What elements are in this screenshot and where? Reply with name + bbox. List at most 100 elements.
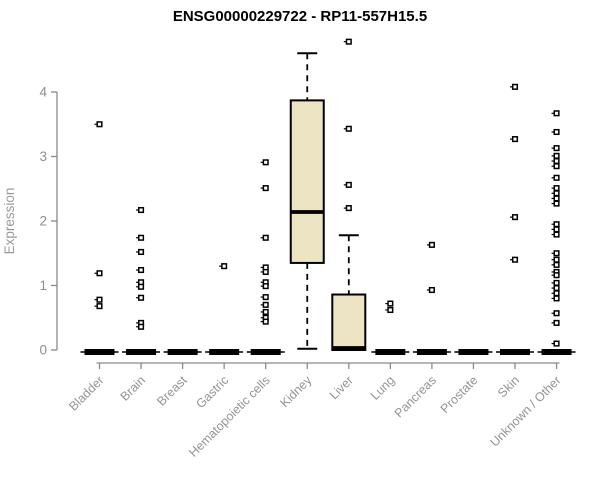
outlier-point — [262, 308, 269, 315]
outlier-point — [553, 163, 560, 170]
outlier-point — [96, 270, 103, 277]
collapsed-box — [500, 349, 530, 355]
outlier-point — [262, 283, 269, 290]
box-prostate — [454, 349, 493, 355]
outlier-point — [96, 121, 103, 128]
outlier-point — [553, 319, 560, 326]
x-axis-category-label: Liver — [327, 373, 356, 402]
outlier-point — [511, 83, 519, 90]
outlier-point — [553, 272, 560, 279]
outlier-point — [511, 256, 519, 263]
outlier-point — [262, 318, 269, 325]
outlier-point — [428, 241, 435, 248]
outlier-point — [553, 310, 560, 317]
x-axis-category-label: Unknown / Other — [487, 373, 563, 449]
y-axis-tick-label: 4 — [39, 85, 47, 100]
collapsed-box — [458, 349, 489, 355]
outlier-point — [553, 226, 560, 233]
outlier-point — [553, 145, 560, 152]
box-hematopoietic-cells — [246, 159, 285, 355]
outlier-point — [262, 159, 269, 166]
outlier-point — [345, 38, 352, 45]
collapsed-box — [84, 349, 115, 355]
outlier-point — [138, 266, 145, 274]
box-bladder — [80, 121, 119, 355]
box-liver — [331, 38, 367, 351]
y-axis-tick-label: 0 — [39, 343, 47, 358]
x-axis-category-label: Hematopoietic cells — [186, 373, 273, 460]
outlier-point — [553, 285, 560, 292]
outlier-point — [428, 286, 435, 294]
outlier-point — [553, 261, 560, 268]
x-axis-category-label: Gastric — [193, 373, 231, 411]
collapsed-box — [375, 349, 406, 355]
outlier-point — [262, 185, 269, 192]
y-axis-tick-label: 3 — [39, 149, 47, 164]
y-axis-title: Expression — [2, 188, 17, 255]
outlier-point — [553, 290, 560, 297]
x-axis-category-label: Skin — [495, 373, 522, 400]
box-breast — [163, 349, 202, 355]
outlier-point — [553, 340, 560, 347]
outlier-point — [138, 206, 145, 214]
outlier-point — [553, 250, 560, 257]
box-pancreas — [412, 241, 451, 355]
y-axis-tick-label: 1 — [39, 278, 47, 293]
outlier-point — [138, 283, 145, 290]
outlier-point — [221, 263, 228, 270]
collapsed-box — [250, 349, 281, 355]
iqr-box — [289, 99, 325, 264]
collapsed-box — [126, 349, 157, 355]
outlier-point — [262, 268, 269, 276]
outlier-point — [553, 110, 560, 117]
outlier-point — [553, 152, 560, 159]
outlier-point — [553, 185, 560, 192]
outlier-point — [553, 279, 560, 286]
chart-title: ENSG00000229722 - RP11-557H15.5 — [173, 8, 427, 25]
outlier-point — [138, 323, 145, 330]
outlier-point — [553, 256, 560, 263]
box-lung — [371, 300, 410, 355]
x-axis-category-label: Bladder — [66, 373, 106, 413]
box-unknown-other — [537, 110, 576, 355]
outlier-point — [387, 306, 394, 314]
x-axis-category-label: Pancreas — [392, 373, 439, 420]
collapsed-box — [416, 349, 447, 355]
outlier-point — [96, 303, 103, 310]
collapsed-box — [209, 349, 240, 355]
outlier-point — [345, 125, 352, 132]
box-kidney — [289, 52, 325, 350]
box-skin — [496, 83, 534, 355]
outlier-point — [138, 234, 145, 241]
x-axis-category-label: Lung — [368, 373, 398, 403]
iqr-box — [331, 293, 367, 351]
outlier-point — [553, 174, 560, 181]
outlier-point — [345, 181, 352, 188]
x-axis-category-label: Brain — [118, 373, 149, 404]
box-brain — [122, 206, 161, 355]
outlier-point — [262, 301, 269, 308]
outlier-point — [511, 214, 519, 221]
outlier-point — [553, 221, 560, 228]
outlier-point — [138, 294, 145, 301]
box-gastric — [205, 263, 244, 355]
x-axis-category-label: Prostate — [438, 373, 481, 416]
outlier-point — [553, 157, 560, 165]
outlier-point — [138, 248, 145, 256]
x-axis-category-label: Breast — [154, 373, 190, 409]
outlier-point — [553, 190, 560, 197]
outlier-point — [553, 195, 560, 202]
outlier-point — [553, 231, 560, 238]
y-axis-tick-label: 2 — [39, 214, 47, 229]
collapsed-box — [541, 349, 572, 355]
outlier-point — [553, 200, 560, 207]
collapsed-box — [167, 349, 198, 355]
outlier-point — [345, 205, 352, 212]
outlier-point — [262, 234, 269, 241]
outlier-point — [96, 296, 103, 303]
outlier-point — [387, 300, 394, 307]
outlier-point — [262, 294, 269, 301]
box-series — [80, 38, 576, 355]
